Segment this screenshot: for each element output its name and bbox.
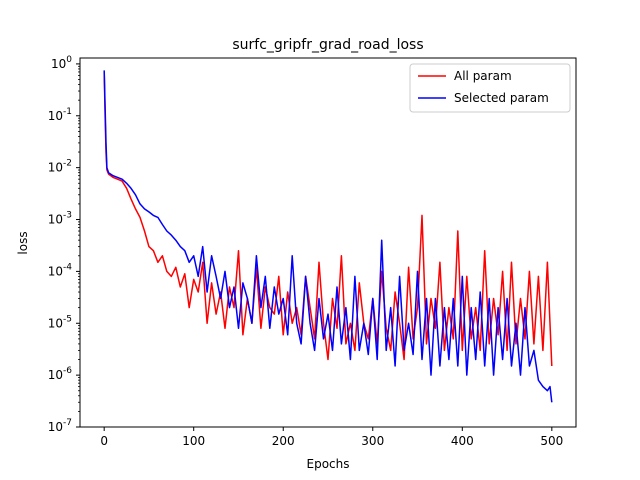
x-tick-label: 300	[361, 434, 384, 448]
plot-frame	[79, 57, 577, 428]
y-tick-label: 10-5	[48, 314, 72, 330]
legend-box	[409, 63, 571, 113]
y-tick-label: 10-6	[48, 366, 73, 382]
plot-lines	[103, 70, 553, 403]
y-tick-label: 10-3	[48, 211, 72, 227]
x-axis-label: Epochs	[307, 457, 350, 471]
y-tick-label: 10-4	[48, 262, 73, 278]
series-line-0	[103, 71, 553, 367]
x-tick-label: 100	[182, 434, 205, 448]
x-tick-label: 500	[540, 434, 563, 448]
legend-label: Selected param	[454, 91, 549, 105]
x-tick-label: 400	[451, 434, 474, 448]
y-tick-label: 10-2	[48, 159, 72, 175]
series-line-1	[103, 70, 553, 403]
x-axis: 0 100 200 300 400 500	[100, 427, 563, 448]
y-tick-label: 10-1	[48, 107, 72, 123]
x-tick-label: 0	[100, 434, 108, 448]
y-axis: 100 10-1 10-2 10-3 10-4 10-5 10-6 10-7	[48, 55, 80, 434]
chart-title: surfc_gripfr_grad_road_loss	[232, 37, 423, 53]
legend: All param Selected param	[409, 63, 571, 113]
x-tick-label: 200	[272, 434, 295, 448]
y-axis-label: loss	[16, 231, 30, 254]
legend-label: All param	[454, 69, 512, 83]
y-tick-label: 100	[51, 55, 72, 71]
y-tick-label: 10-7	[48, 418, 72, 434]
